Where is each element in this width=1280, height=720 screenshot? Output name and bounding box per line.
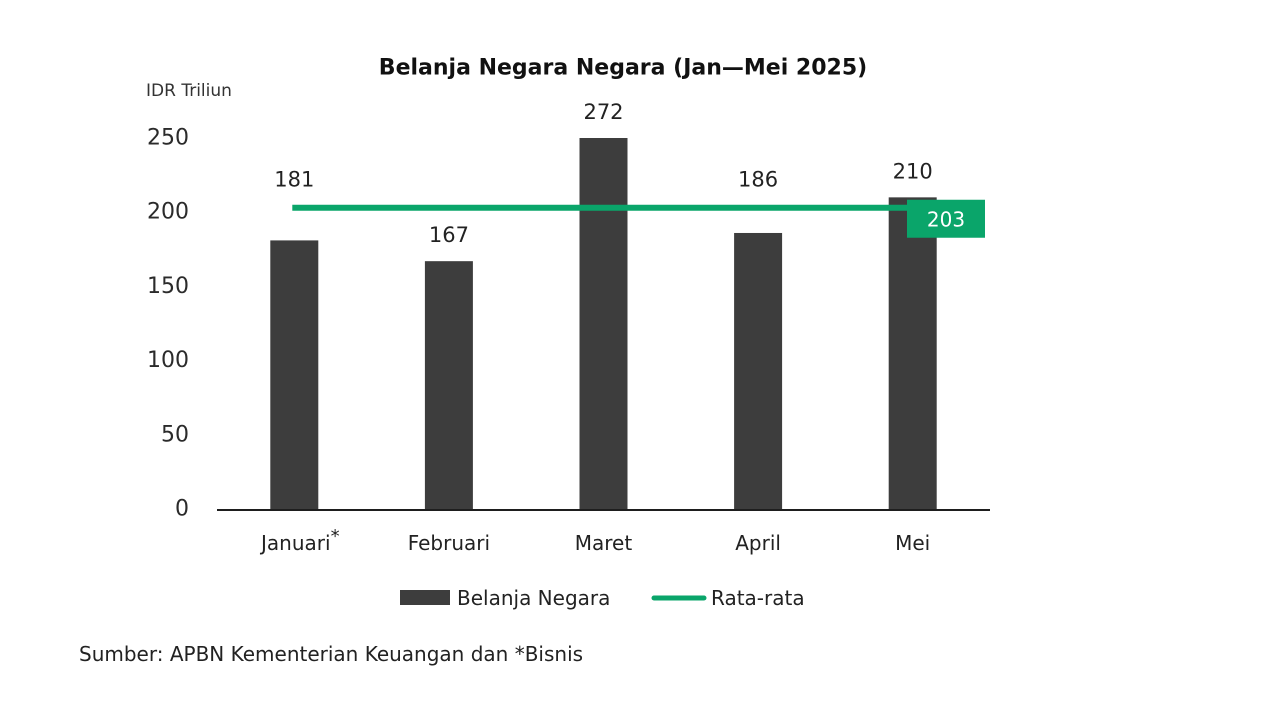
footnote-asterisk: * (331, 526, 340, 547)
x-tick-label: April (735, 531, 781, 555)
y-axis-tick-labels: 0 50 100 150 200 250 (147, 126, 189, 522)
y-tick-label: 250 (147, 126, 189, 151)
bar-value-label: 167 (429, 223, 469, 247)
legend-label-belanja-negara: Belanja Negara (457, 586, 610, 610)
x-axis-tick-labels: Januari* Februari Maret April Mei (259, 526, 930, 556)
bar (888, 197, 937, 510)
average-value-label: 203 (927, 208, 965, 232)
legend: Belanja Negara Rata-rata (400, 586, 805, 610)
average-line-rata-rata: 203 (292, 199, 985, 238)
bar-value-label: 272 (583, 100, 623, 124)
y-tick-label: 200 (147, 200, 189, 225)
bar-value-label: 210 (893, 159, 933, 183)
y-tick-label: 100 (147, 348, 189, 373)
bar (424, 261, 473, 509)
x-tick-label: Maret (575, 531, 633, 555)
bar (579, 138, 628, 509)
legend-item-rata-rata: Rata-rata (651, 586, 805, 610)
x-tick-label: Februari (408, 531, 490, 555)
chart-title: Belanja Negara Negara (Jan—Mei 2025) (379, 56, 867, 81)
source-note: Sumber: APBN Kementerian Keuangan dan *B… (79, 642, 583, 666)
legend-swatch-bar (400, 590, 450, 605)
bar-value-label: 186 (738, 168, 778, 192)
x-tick-label: Januari* (259, 526, 340, 556)
legend-item-belanja-negara: Belanja Negara (400, 586, 610, 610)
bar (270, 240, 319, 509)
bar-value-label: 181 (274, 168, 314, 192)
average-value-box (907, 199, 985, 238)
legend-label-rata-rata: Rata-rata (711, 586, 805, 610)
y-axis-unit-label: IDR Triliun (146, 81, 232, 101)
y-tick-label: 150 (147, 274, 189, 299)
y-tick-label: 0 (175, 497, 189, 522)
bar-data-labels: 181 167 272 186 210 (274, 100, 932, 247)
y-tick-label: 50 (161, 422, 189, 447)
bar (734, 232, 783, 509)
bar-series-belanja-negara (270, 138, 937, 510)
x-tick-label: Mei (895, 531, 930, 555)
